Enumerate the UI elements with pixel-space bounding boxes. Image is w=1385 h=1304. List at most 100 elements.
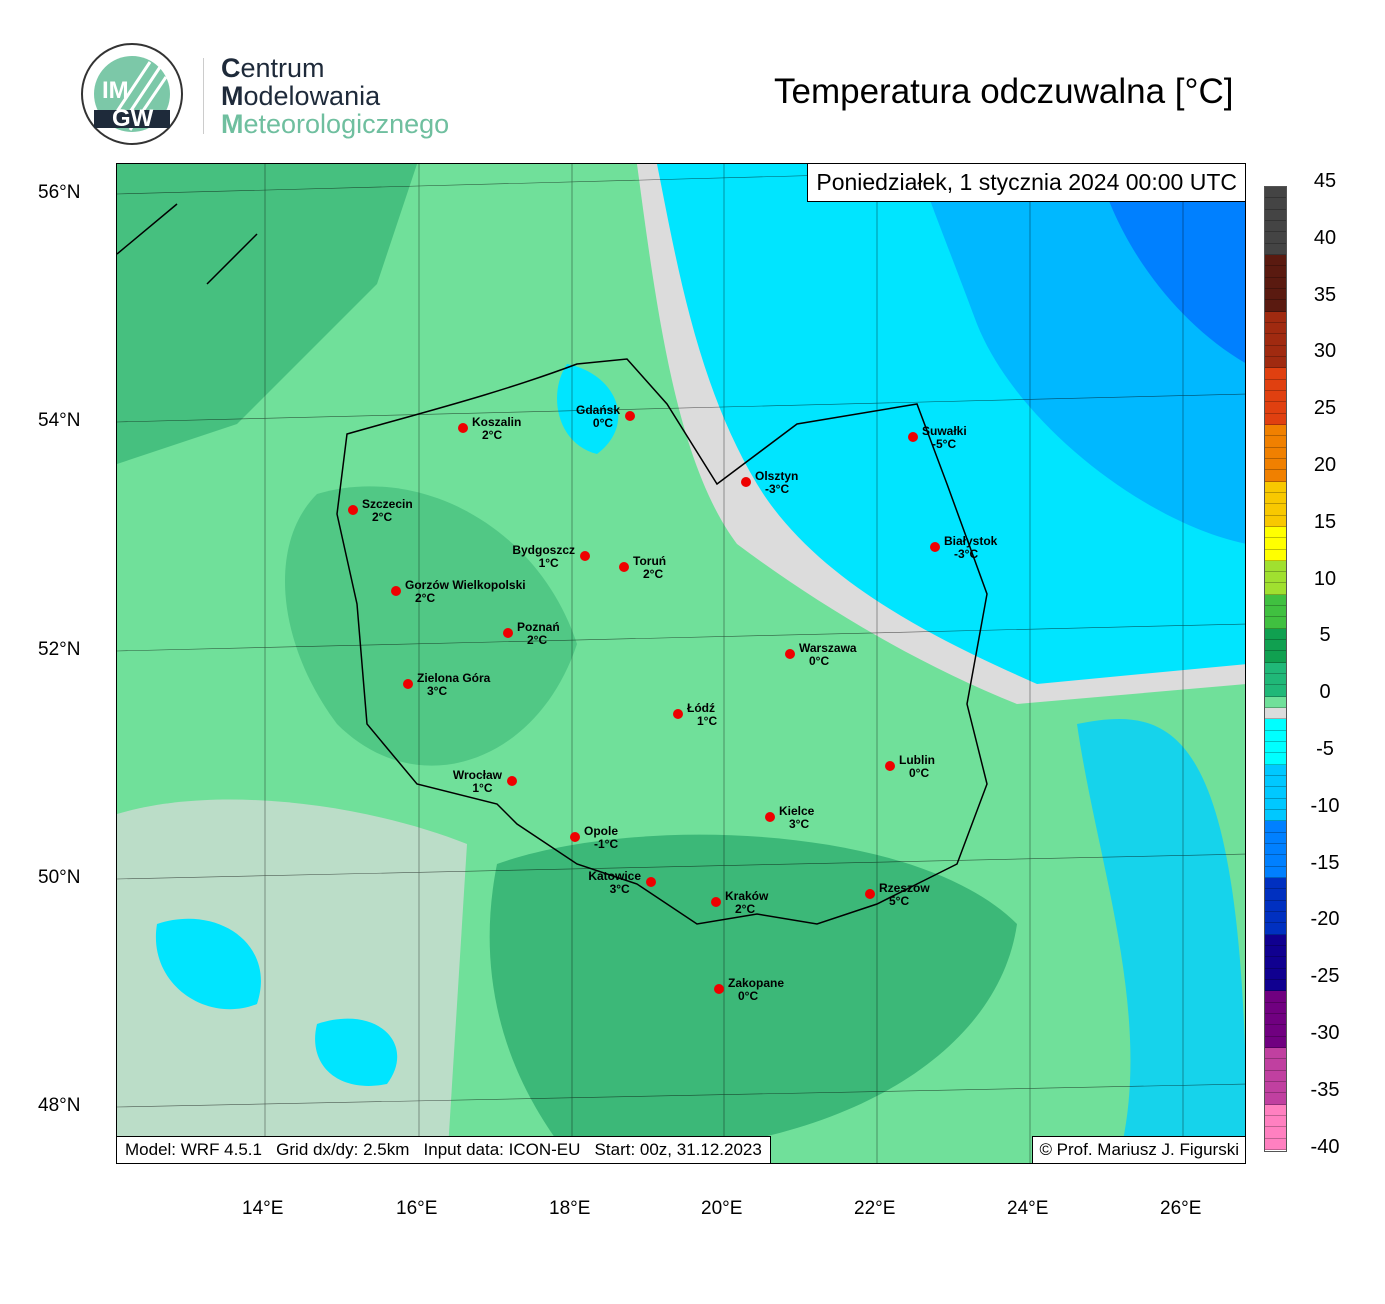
city-temp: 0°C: [809, 654, 830, 668]
lat-label: 52°N: [38, 639, 81, 660]
city-name: Gdańsk: [575, 403, 620, 417]
city-label: Toruń 2°C: [633, 555, 666, 581]
colorbar-band: [1265, 889, 1286, 901]
colorbar-band: [1265, 708, 1286, 720]
colorbar-band: [1265, 606, 1286, 618]
city-name: Zielona Góra: [417, 671, 491, 685]
lon-label: 22°E: [854, 1198, 896, 1219]
city-temp: -5°C: [932, 437, 957, 451]
city-temp: -3°C: [765, 482, 790, 496]
colorbar-band: [1265, 413, 1286, 425]
city-label: Koszalin 2°C: [472, 416, 521, 442]
city-name: Gorzów Wielkopolski: [405, 578, 526, 592]
colorbar-label: -20: [1310, 908, 1340, 931]
colorbar-band: [1265, 685, 1286, 697]
colorbar-band: [1265, 402, 1286, 414]
colorbar-band: [1265, 368, 1286, 380]
svg-text:GW: GW: [112, 105, 154, 132]
colorbar-band: [1265, 1115, 1286, 1128]
lon-label: 14°E: [242, 1198, 284, 1219]
colorbar-band: [1265, 742, 1286, 754]
colorbar-band: [1265, 504, 1286, 516]
lat-label: 48°N: [38, 1095, 81, 1116]
city-name: Opole: [584, 824, 619, 838]
city-dot: [714, 984, 724, 994]
city-temp: 0°C: [738, 989, 759, 1003]
colorbar: [1264, 186, 1287, 1152]
colorbar-band: [1265, 481, 1286, 493]
city-temp: 1°C: [472, 781, 493, 795]
colorbar-band: [1265, 322, 1286, 335]
colorbar-label: 20: [1313, 454, 1337, 476]
city-dot: [507, 776, 517, 786]
colorbar-band: [1265, 1104, 1286, 1116]
author-credit: © Prof. Mariusz J. Figurski: [1032, 1136, 1245, 1163]
city-dot: [865, 889, 875, 899]
lon-label: 26°E: [1160, 1198, 1202, 1219]
svg-text:IM: IM: [102, 77, 129, 104]
colorbar-band: [1265, 311, 1286, 323]
colorbar-band: [1265, 1047, 1286, 1060]
colorbar-band: [1265, 662, 1286, 675]
city-name: Katowice: [588, 869, 641, 883]
city-dot: [619, 562, 629, 572]
temperature-field: [117, 164, 1245, 1163]
city-label: Lublin 0°C: [899, 754, 935, 780]
colorbar-band: [1265, 934, 1286, 946]
colorbar-band: [1265, 288, 1286, 301]
city-temp: 1°C: [697, 714, 718, 728]
colorbar-band: [1265, 220, 1286, 233]
colorbar-band: [1265, 787, 1286, 799]
city-label: Białystok -3°C: [944, 535, 997, 561]
colorbar-band: [1265, 526, 1286, 539]
logo-line-2: Modelowania: [221, 81, 381, 111]
city-label: Łódź 1°C: [687, 702, 717, 728]
colorbar-label: -25: [1310, 965, 1340, 988]
city-label: Kielce 3°C: [779, 805, 814, 831]
colorbar-band: [1265, 1081, 1286, 1094]
city-name: Bydgoszcz: [512, 543, 575, 557]
colorbar-band: [1265, 991, 1286, 1003]
city-name: Toruń: [633, 554, 667, 568]
colorbar-band: [1265, 912, 1286, 924]
city-name: Olsztyn: [755, 469, 799, 483]
city-dot: [930, 542, 940, 552]
city-dot: [625, 411, 635, 421]
city-label: Zielona Góra 3°C: [417, 672, 490, 698]
city-dot: [908, 432, 918, 442]
lon-label: 24°E: [1007, 1198, 1049, 1219]
colorbar-band: [1265, 243, 1286, 255]
city-temp: 3°C: [789, 817, 810, 831]
colorbar-label: -5: [1316, 738, 1334, 760]
colorbar-band: [1265, 447, 1286, 459]
city-dot: [458, 423, 468, 433]
colorbar-band: [1265, 470, 1286, 482]
colorbar-band: [1265, 277, 1286, 289]
colorbar-band: [1265, 617, 1286, 629]
colorbar-label: -15: [1310, 851, 1340, 874]
colorbar-band: [1265, 730, 1286, 743]
colorbar-label: 25: [1313, 397, 1337, 420]
city-dot: [646, 877, 656, 887]
colorbar-band: [1265, 458, 1286, 471]
colorbar-band: [1265, 1138, 1286, 1150]
colorbar-band: [1265, 583, 1286, 595]
city-label: Poznań 2°C: [517, 621, 560, 647]
colorbar-band: [1265, 209, 1286, 221]
city-name: Zakopane: [728, 976, 785, 990]
city-name: Koszalin: [472, 415, 522, 429]
colorbar-band: [1265, 254, 1286, 267]
colorbar-label: -40: [1310, 1135, 1340, 1158]
colorbar-band: [1265, 866, 1286, 879]
model-info: Model: WRF 4.5.1 Grid dx/dy: 2.5km Input…: [117, 1136, 771, 1163]
city-name: Wrocław: [452, 768, 502, 782]
city-name: Poznań: [517, 620, 560, 634]
city-label: Wrocław 1°C: [453, 769, 502, 795]
city-temp: 0°C: [592, 416, 614, 430]
city-dot: [503, 628, 513, 638]
city-name: Rzeszów: [879, 881, 930, 895]
colorbar-band: [1265, 345, 1286, 357]
colorbar-label: 30: [1313, 340, 1337, 363]
city-name: Białystok: [944, 534, 998, 548]
city-name: Kielce: [779, 804, 815, 818]
